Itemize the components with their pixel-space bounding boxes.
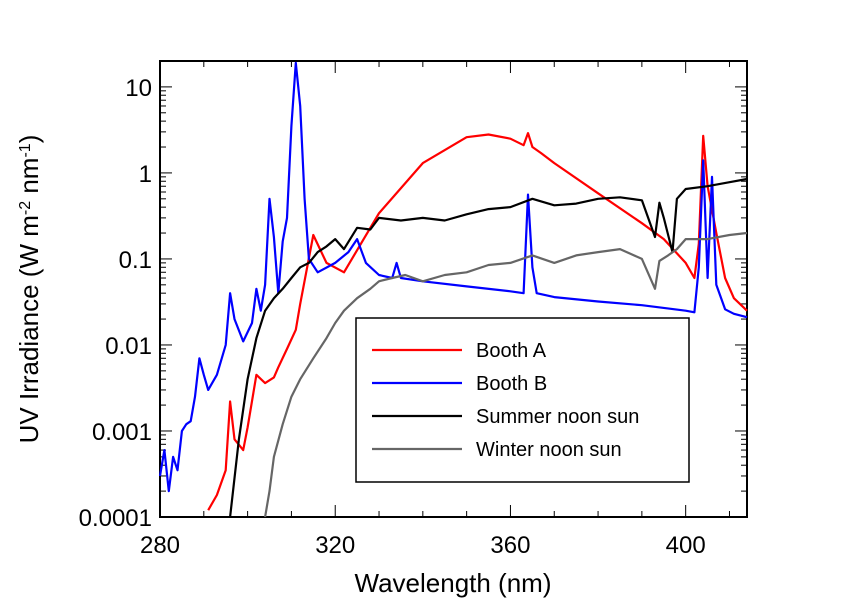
y-tick-label: 0.1 [119,247,152,274]
series-line-booth-a [207,132,748,511]
legend-label-winter-noon-sun: Winter noon sun [476,439,622,461]
x-tick-label: 320 [315,532,355,559]
y-axis-title-end: ) [14,135,44,144]
x-axis-ticks: 280 320 360 400 [140,61,730,559]
y-tick-label: 10 [125,75,152,102]
series-lines [158,61,748,518]
series-line-booth-b [158,61,748,493]
x-tick-label: 360 [490,532,530,559]
y-axis-title-mid: nm [14,158,44,201]
legend: Booth A Booth B Summer noon sun Winter noon… [355,317,690,483]
legend-label-booth-a: Booth A [476,340,547,362]
series-line-winter-noon-sun [264,231,748,518]
y-axis-title-main: UV Irradiance (W m [14,215,44,443]
y-tick-label: 1 [139,161,152,188]
y-tick-label: 0.0001 [79,505,152,532]
x-tick-label: 400 [666,532,706,559]
series-line-summer-noon-sun [229,177,748,518]
y-axis-title-sup1: -2 [17,201,34,215]
y-axis-ticks: 0.0001 0.001 0.01 0.1 1 10 [79,60,747,532]
legend-label-summer-noon-sun: Summer noon sun [476,406,639,428]
y-tick-label: 0.001 [92,419,152,446]
x-tick-label: 280 [140,532,180,559]
y-tick-label: 0.01 [105,333,152,360]
legend-label-booth-b: Booth B [476,373,547,395]
legend-box [355,317,690,483]
y-axis-title-sup2: -1 [17,143,34,157]
x-axis-title: Wavelength (nm) [355,568,552,598]
y-axis-title: UV Irradiance (W m-2 nm-1) [14,135,44,444]
